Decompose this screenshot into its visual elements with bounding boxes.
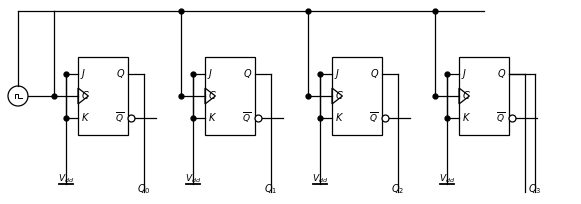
Text: K: K <box>82 113 88 123</box>
Text: J: J <box>82 69 85 79</box>
Text: $V_{dd}$: $V_{dd}$ <box>185 173 201 185</box>
Text: K: K <box>336 113 342 123</box>
Text: $Q_2$: $Q_2$ <box>392 182 404 196</box>
Text: C: C <box>463 91 470 101</box>
Text: C: C <box>336 91 343 101</box>
Text: Q: Q <box>243 69 251 79</box>
Text: $Q_1$: $Q_1$ <box>264 182 278 196</box>
Text: $Q_0$: $Q_0$ <box>137 182 151 196</box>
Text: J: J <box>209 69 212 79</box>
Text: $\overline{Q}$: $\overline{Q}$ <box>369 111 378 125</box>
Bar <box>332 57 382 135</box>
Bar <box>205 57 255 135</box>
Text: $\overline{Q}$: $\overline{Q}$ <box>115 111 124 125</box>
Text: J: J <box>336 69 339 79</box>
Text: C: C <box>209 91 216 101</box>
Text: K: K <box>209 113 216 123</box>
Text: K: K <box>463 113 469 123</box>
Text: J: J <box>463 69 466 79</box>
Text: Q: Q <box>497 69 505 79</box>
Bar <box>78 57 128 135</box>
Text: Q: Q <box>116 69 124 79</box>
Text: $V_{dd}$: $V_{dd}$ <box>439 173 455 185</box>
Text: $V_{dd}$: $V_{dd}$ <box>58 173 74 185</box>
Bar <box>459 57 509 135</box>
Text: C: C <box>82 91 89 101</box>
Text: $\overline{Q}$: $\overline{Q}$ <box>496 111 505 125</box>
Text: $\overline{Q}$: $\overline{Q}$ <box>242 111 251 125</box>
Text: $V_{dd}$: $V_{dd}$ <box>312 173 328 185</box>
Text: $Q_3$: $Q_3$ <box>528 182 541 196</box>
Text: Q: Q <box>370 69 378 79</box>
